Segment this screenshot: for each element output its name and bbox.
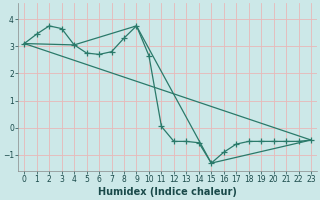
X-axis label: Humidex (Indice chaleur): Humidex (Indice chaleur) <box>98 187 237 197</box>
